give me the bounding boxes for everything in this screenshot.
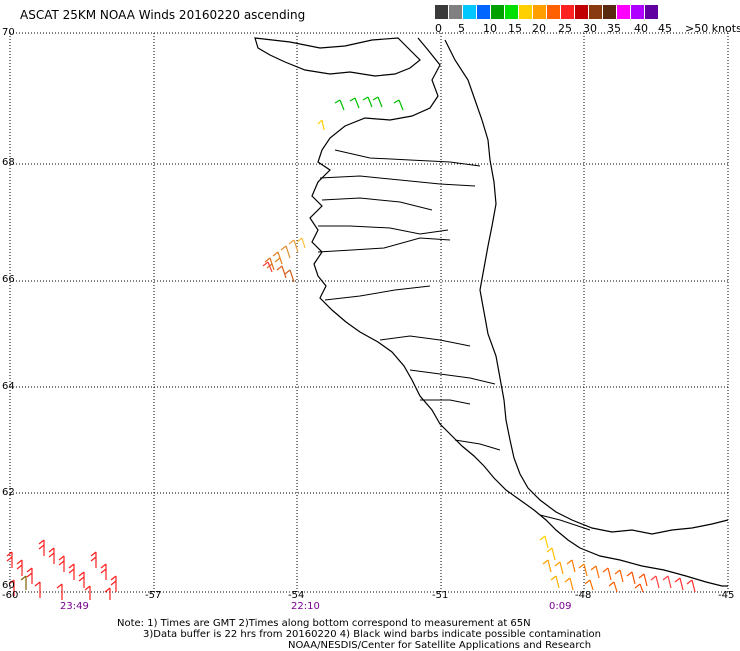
lat-label-68: 68 — [2, 157, 15, 168]
scale-swatch — [435, 5, 449, 19]
scale-swatch — [547, 5, 561, 19]
scale-label: 0 — [435, 22, 442, 35]
scale-swatch — [519, 5, 533, 19]
lon-label-54: -54 — [288, 590, 305, 601]
scale-label: 40 — [634, 22, 648, 35]
wind-barbs-north-cluster — [334, 96, 404, 111]
time-label-3: 0:09 — [549, 601, 572, 612]
wind-barbs-southeast-cluster — [539, 535, 696, 593]
lon-label-51: -51 — [432, 590, 449, 601]
scale-swatch — [477, 5, 491, 19]
wind-barbs-mid-cluster — [262, 237, 306, 283]
greenland-west-coast — [309, 37, 581, 549]
scale-label: 30 — [583, 22, 597, 35]
lat-label-66: 66 — [2, 274, 15, 285]
scale-label: 20 — [532, 22, 546, 35]
scale-label: 5 — [458, 22, 465, 35]
time-label-2: 22:10 — [291, 601, 320, 612]
scale-swatch — [645, 5, 659, 19]
scale-swatch — [491, 5, 505, 19]
scale-swatch — [449, 5, 463, 19]
scale-label: 10 — [483, 22, 497, 35]
lon-label-60: -60 — [2, 590, 19, 601]
greenland-west-coastline — [254, 37, 421, 77]
scale-swatch — [631, 5, 645, 19]
greenland-south-coast — [579, 547, 728, 587]
scale-swatch — [533, 5, 547, 19]
scale-swatch — [589, 5, 603, 19]
note-line-2: 3)Data buffer is 22 hrs from 20160220 4)… — [143, 629, 601, 640]
time-label-1: 23:49 — [60, 601, 89, 612]
scale-swatch — [505, 5, 519, 19]
lon-label-45: -45 — [718, 590, 735, 601]
lat-label-60: 60 — [2, 580, 15, 591]
lat-label-64: 64 — [2, 381, 15, 392]
scale-label: >50 knots — [685, 22, 740, 35]
lon-label-57: -57 — [145, 590, 162, 601]
scale-label: 15 — [508, 22, 522, 35]
lon-label-48: -48 — [575, 590, 592, 601]
lat-label-70: 70 — [2, 27, 15, 38]
scale-label: 25 — [558, 22, 572, 35]
greenland-interior-ice-edge — [444, 39, 729, 535]
wind-barbs-southwest-cluster — [6, 539, 117, 600]
map-title: ASCAT 25KM NOAA Winds 20160220 ascending — [20, 8, 306, 22]
scale-swatch — [603, 5, 617, 19]
scale-label: 35 — [607, 22, 621, 35]
note-line-1: Note: 1) Times are GMT 2)Times along bot… — [117, 618, 531, 629]
wind-barb-yellow — [317, 119, 325, 131]
scale-swatch — [561, 5, 575, 19]
scale-swatch — [575, 5, 589, 19]
wind-barb-brown — [20, 575, 27, 590]
scale-swatch — [463, 5, 477, 19]
scale-label: 45 — [658, 22, 672, 35]
fjord-lines — [317, 149, 591, 531]
scale-swatch — [617, 5, 631, 19]
lat-label-62: 62 — [2, 487, 15, 498]
note-line-3: NOAA/NESDIS/Center for Satellite Applica… — [288, 640, 592, 651]
